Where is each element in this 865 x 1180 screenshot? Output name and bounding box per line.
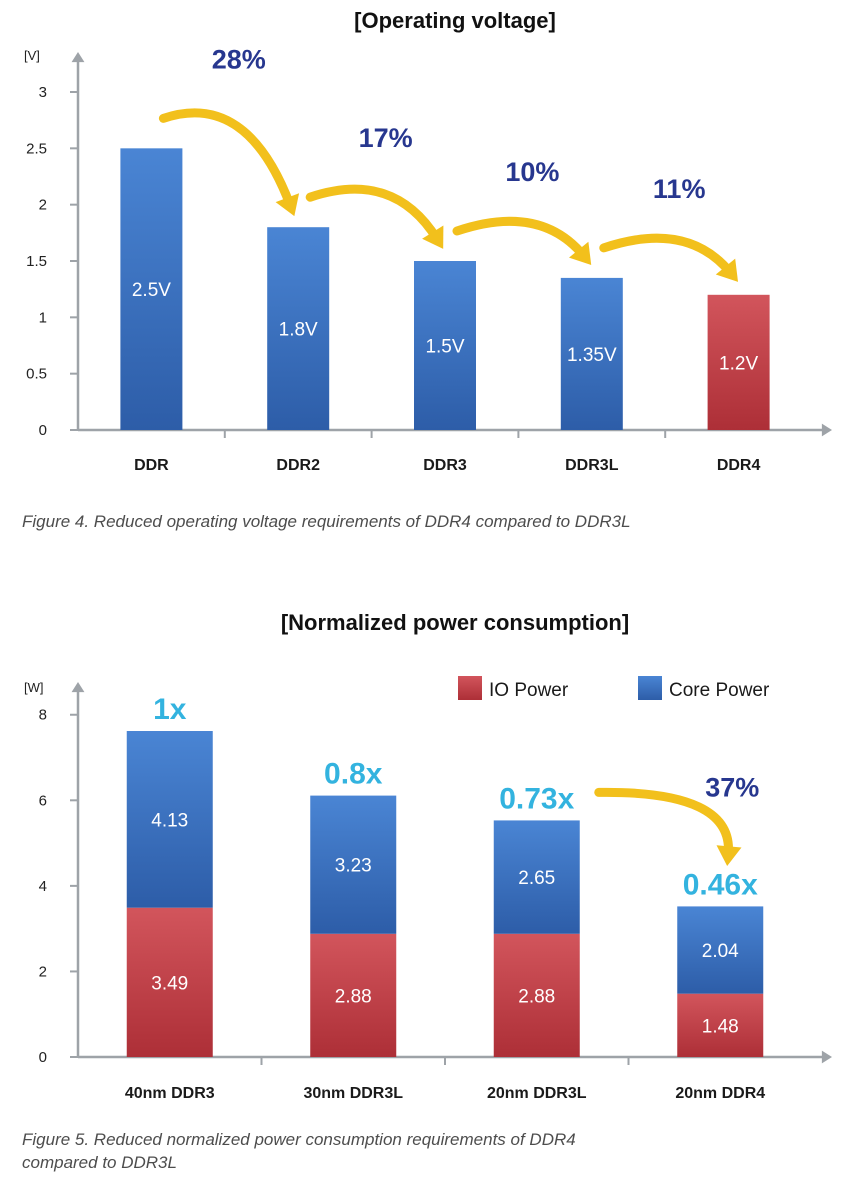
voltage-bars: 2.5V 1.8V 1.5V 1.35V 1.2V: [120, 148, 770, 431]
power-legend: IO Power Core Power: [458, 676, 770, 701]
legend-core-power-swatch: [638, 676, 662, 700]
voltage-y-tick-label: 1: [39, 309, 47, 326]
voltage-unit-label: [V]: [24, 48, 40, 63]
voltage-category-label: DDR2: [276, 457, 320, 474]
power-x-axis-arrow: [821, 1050, 832, 1064]
power-y-tick-label: 6: [39, 792, 47, 809]
voltage-reduction-label: 17%: [359, 123, 413, 153]
voltage-bar-label: 1.8V: [279, 320, 318, 341]
power-annotations: 1x 0.8x 0.73x 0.46x 37%: [153, 693, 759, 901]
voltage-reduction-arrow-shaft: [158, 108, 295, 210]
voltage-reduction-arrow: [158, 108, 300, 217]
voltage-y-tick-label: 1.5: [26, 253, 47, 270]
power-core-value-label: 2.04: [702, 941, 739, 962]
voltage-y-axis-arrow: [71, 52, 85, 63]
power-io-value-label: 1.48: [702, 1016, 739, 1037]
power-core-value-label: 2.65: [518, 868, 555, 889]
power-bar-io-segment: [310, 933, 397, 1057]
voltage-reduction-arrow-head: [422, 225, 444, 249]
power-io-value-label: 2.88: [335, 986, 372, 1007]
power-bar-core-segment: [677, 906, 764, 994]
voltage-bar-label: 2.5V: [132, 280, 171, 301]
power-reduction-arrow: [594, 787, 742, 867]
voltage-category-label: DDR3L: [565, 457, 619, 474]
power-category-label: 20nm DDR3L: [487, 1085, 587, 1102]
power-category-label: 30nm DDR3L: [303, 1085, 403, 1102]
voltage-reduction-arrow: [599, 233, 739, 282]
power-y-tick-label: 0: [39, 1049, 47, 1066]
power-category-labels: 40nm DDR3 30nm DDR3L 20nm DDR3L 20nm DDR4: [125, 1057, 765, 1102]
voltage-reduction-label: 10%: [505, 157, 559, 187]
voltage-reduction-arrow-shaft: [452, 216, 589, 261]
voltage-category-label: DDR3: [423, 457, 467, 474]
voltage-reduction-arrow-head: [568, 241, 592, 265]
power-unit-label: [W]: [24, 680, 44, 695]
voltage-reduction-label: 28%: [212, 44, 266, 74]
voltage-reduction-arrows: 28% 17% 10% 11%: [158, 44, 739, 282]
power-multiplier-label: 0.46x: [683, 868, 758, 901]
power-bar-core-segment: [493, 820, 580, 934]
voltage-bar-label: 1.5V: [425, 337, 464, 358]
power-y-tick-label: 4: [39, 878, 47, 895]
power-bar-io-segment: [493, 933, 580, 1057]
power-bar-core-segment: [310, 795, 397, 934]
power-reduction-arrow-head: [716, 845, 742, 867]
power-bar-io-segment: [126, 907, 213, 1057]
voltage-y-tick-label: 0.5: [26, 366, 47, 383]
voltage-reduction-arrow-shaft: [599, 233, 736, 278]
power-chart: [Normalized power consumption] [W] IO Po…: [22, 610, 832, 1172]
voltage-reduction-label: 11%: [653, 174, 706, 204]
voltage-category-labels: DDR DDR2 DDR3 DDR3L DDR4: [134, 430, 760, 474]
power-core-value-label: 3.23: [335, 856, 372, 877]
legend-core-power-label: Core Power: [669, 680, 770, 701]
power-multiplier-label: 0.73x: [499, 782, 574, 815]
legend-io-power-label: IO Power: [489, 680, 569, 701]
voltage-reduction-arrow-shaft: [305, 184, 442, 244]
power-figure-caption-line-1: Figure 5. Reduced normalized power consu…: [22, 1130, 576, 1149]
voltage-y-tick-label: 2: [39, 197, 47, 214]
voltage-x-axis-arrow: [821, 423, 832, 437]
voltage-reduction-arrow: [305, 184, 444, 249]
power-category-label: 40nm DDR3: [125, 1085, 215, 1102]
voltage-y-tick-label: 2.5: [26, 140, 47, 157]
power-multiplier-label: 1x: [153, 693, 187, 726]
voltage-chart-title: [Operating voltage]: [354, 8, 556, 33]
voltage-y-tick-label: 0: [39, 422, 47, 439]
power-y-tick-label: 8: [39, 707, 47, 724]
power-bars: 3.49 4.13 2.88 3.23 2.88 2.65 1.48 2.04: [126, 731, 764, 1057]
voltage-reduction-arrow-head: [275, 193, 300, 217]
voltage-bar-label: 1.35V: [567, 345, 617, 366]
power-io-value-label: 2.88: [518, 986, 555, 1007]
power-bar-core-segment: [126, 731, 213, 908]
voltage-bar: [120, 148, 183, 431]
voltage-bar-label: 1.2V: [719, 353, 758, 374]
voltage-chart: [Operating voltage] [V] 0 0.5 1 1.5 2 2.5 3 2.…: [22, 8, 832, 531]
voltage-bar: [560, 277, 623, 430]
legend-io-power-swatch: [458, 676, 482, 700]
voltage-bar: [414, 261, 476, 430]
power-io-value-label: 3.49: [151, 973, 188, 994]
power-multiplier-label: 0.8x: [324, 758, 383, 791]
power-figure-caption-line-2: compared to DDR3L: [22, 1153, 177, 1172]
voltage-figure-caption: Figure 4. Reduced operating voltage requ…: [22, 512, 631, 531]
power-category-label: 20nm DDR4: [675, 1085, 765, 1102]
voltage-reduction-arrow-head: [715, 258, 739, 282]
voltage-bar: [707, 294, 770, 430]
voltage-bar: [267, 227, 330, 430]
power-reduction-label: 37%: [705, 772, 759, 802]
voltage-category-label: DDR4: [717, 457, 761, 474]
power-bar-io-segment: [677, 993, 764, 1057]
power-y-axis-arrow: [71, 682, 85, 693]
power-core-value-label: 4.13: [151, 810, 188, 831]
power-reduction-arrow-shaft: [594, 787, 733, 859]
voltage-y-tick-label: 3: [39, 84, 47, 101]
power-y-tick-label: 2: [39, 963, 47, 980]
voltage-reduction-arrow: [452, 216, 592, 265]
voltage-category-label: DDR: [134, 457, 169, 474]
power-chart-title: [Normalized power consumption]: [281, 610, 629, 635]
